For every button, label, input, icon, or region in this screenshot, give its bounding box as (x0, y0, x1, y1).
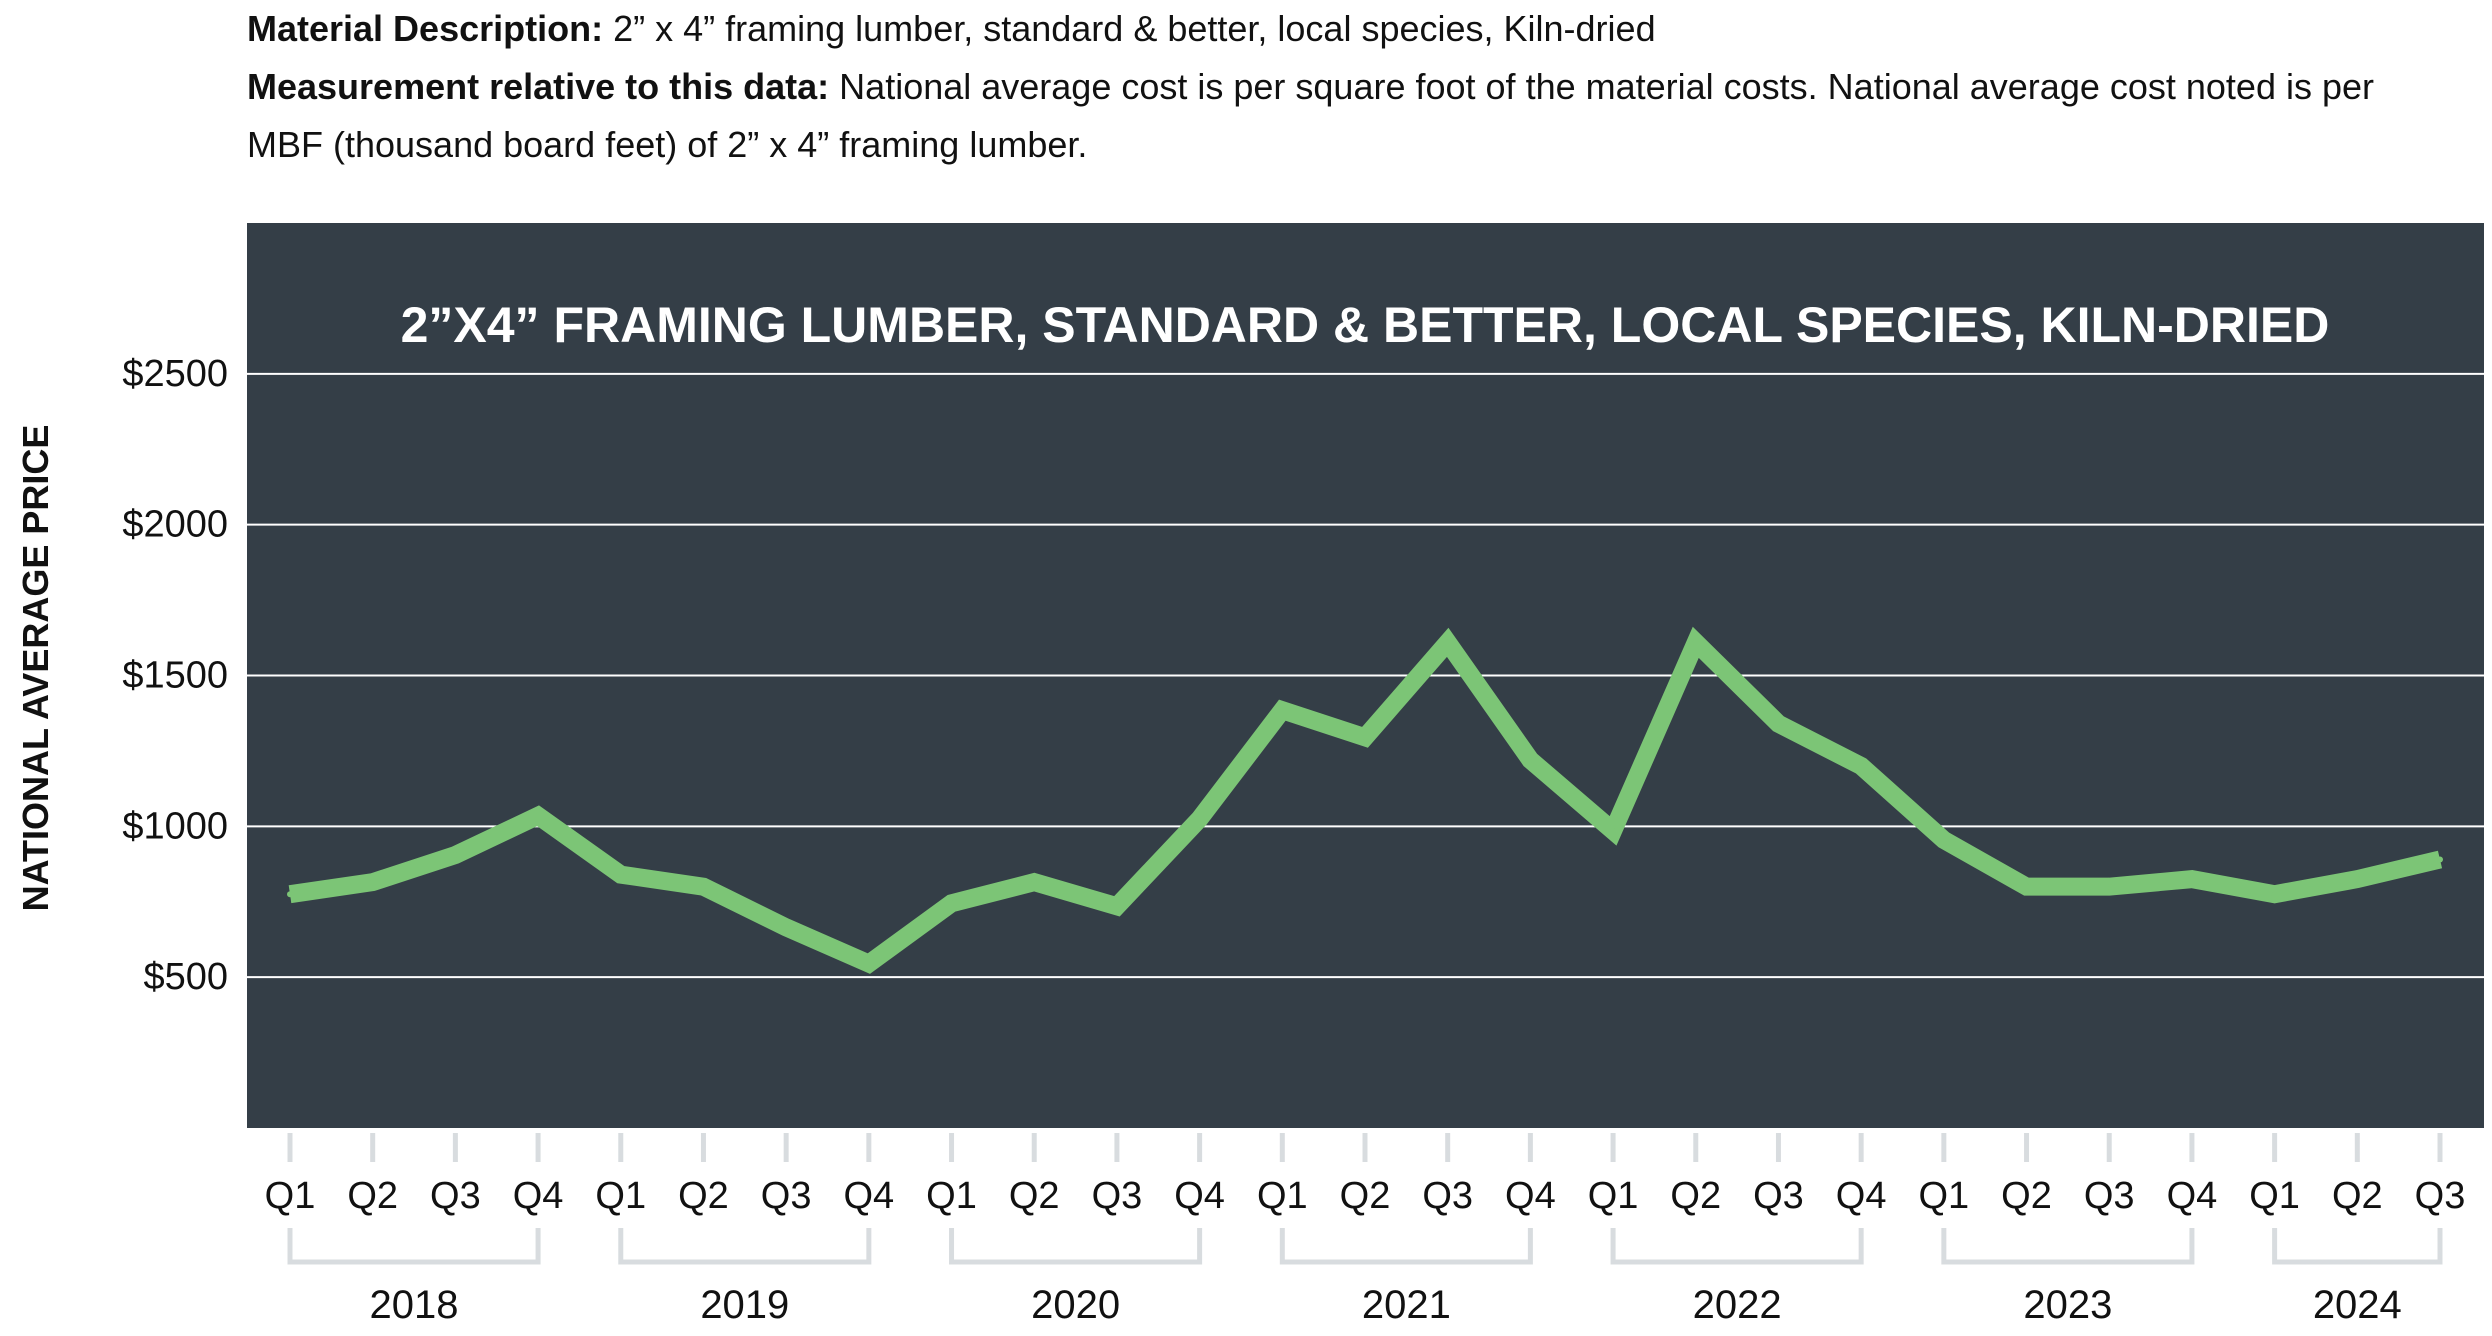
x-tick-label: Q2 (1670, 1175, 1721, 1217)
y-tick-label: $1500 (122, 655, 228, 697)
data-point (535, 812, 542, 819)
data-point (1279, 707, 1286, 714)
y-tick-label: $500 (143, 956, 228, 998)
x-tick-label: Q1 (1257, 1175, 1308, 1217)
x-tick-label: Q1 (926, 1175, 977, 1217)
year-groups: 2018 2019 2020 2021 2022 2023 2024 (287, 1133, 2443, 1327)
year-bracket (1941, 1228, 2195, 1265)
data-point (1196, 815, 1203, 822)
data-point (1775, 720, 1782, 727)
x-tick-label: Q3 (1753, 1175, 1804, 1217)
data-point (865, 960, 872, 967)
x-tick-label: Q4 (843, 1175, 894, 1217)
year-label: 2021 (1362, 1283, 1451, 1327)
material-description-text: 2” x 4” framing lumber, standard & bette… (603, 8, 1656, 49)
y-axis-ticks: $500 $1000 $1500 $2000 $2500 (122, 353, 228, 998)
y-tick-label: $1000 (122, 805, 228, 847)
data-point (1527, 756, 1534, 763)
measurement-label: Measurement relative to this data: (247, 66, 830, 107)
data-point (2354, 876, 2361, 883)
series-line-group (287, 626, 2443, 974)
data-point (1031, 879, 1038, 886)
year-bracket (1610, 1228, 1864, 1265)
data-point (287, 891, 293, 898)
x-tick-label: Q1 (1588, 1175, 1639, 1217)
data-point (2106, 883, 2113, 890)
grid-lines (247, 372, 2484, 979)
x-tick-label: Q3 (2084, 1175, 2135, 1217)
x-tick-label: Q3 (430, 1175, 481, 1217)
year-label: 2022 (1693, 1283, 1782, 1327)
material-description: Material Description: 2” x 4” framing lu… (247, 0, 1656, 58)
y-tick-label: $2500 (122, 353, 228, 395)
x-tick-label: Q2 (678, 1175, 729, 1217)
x-tick-label: Q1 (2249, 1175, 2300, 1217)
year-bracket (287, 1228, 541, 1265)
chart-title: 2”X4” FRAMING LUMBER, STANDARD & BETTER,… (401, 297, 2330, 353)
data-point (1444, 639, 1451, 646)
data-point (1692, 639, 1699, 646)
data-point (1362, 734, 1368, 741)
x-tick-label: Q2 (2001, 1175, 2052, 1217)
data-point (783, 924, 790, 931)
x-tick-label: Q2 (2332, 1175, 2383, 1217)
data-point (1113, 903, 1120, 910)
y-tick-label: $2000 (122, 504, 228, 546)
data-point (369, 879, 376, 886)
x-tick-label: Q1 (1918, 1175, 1969, 1217)
data-point (2023, 883, 2030, 890)
x-tick-label: Q4 (1836, 1175, 1887, 1217)
x-tick-label: Q4 (513, 1175, 564, 1217)
data-point (2437, 856, 2443, 863)
data-point (700, 883, 707, 890)
year-label: 2020 (1031, 1283, 1120, 1327)
measurement-text: National average cost is per square foot… (247, 66, 2375, 165)
year-label: 2024 (2313, 1283, 2402, 1327)
year-label: 2023 (2023, 1283, 2112, 1327)
x-tick-label: Q1 (595, 1175, 646, 1217)
year-bracket (2272, 1228, 2443, 1265)
data-point (452, 851, 459, 858)
year-bracket (1279, 1228, 1533, 1265)
y-axis-label: NATIONAL AVERAGE PRICE (15, 425, 56, 912)
x-tick-label: Q3 (2415, 1175, 2466, 1217)
x-tick-label: Q2 (1340, 1175, 1391, 1217)
material-description-label: Material Description: (247, 8, 604, 49)
data-point (1858, 763, 1865, 769)
year-label: 2019 (700, 1283, 789, 1327)
data-point (617, 871, 624, 878)
x-tick-label: Q3 (1422, 1175, 1473, 1217)
data-point (1610, 827, 1617, 834)
x-tick-label: Q2 (1009, 1175, 1060, 1217)
x-tick-label: Q4 (1174, 1175, 1225, 1217)
measurement-description: Measurement relative to this data: Natio… (247, 58, 2447, 174)
data-point (1940, 836, 1947, 843)
year-bracket (949, 1228, 1203, 1265)
data-point (2188, 876, 2195, 883)
x-tick-label: Q4 (1505, 1175, 1556, 1217)
x-axis-ticks: Q1 Q2 Q3 Q4 Q1 Q2 Q3 Q4 Q1 Q2 Q3 Q4 Q1 Q2 Q3 Q4 Q1 Q2 Q3 Q4… (265, 1175, 2466, 1217)
year-bracket (618, 1228, 872, 1265)
data-point (948, 900, 955, 907)
x-tick-label: Q3 (1092, 1175, 1143, 1217)
x-tick-label: Q1 (265, 1175, 316, 1217)
x-tick-label: Q3 (761, 1175, 812, 1217)
x-tick-label: Q4 (2167, 1175, 2218, 1217)
x-tick-label: Q2 (347, 1175, 398, 1217)
year-label: 2018 (370, 1283, 459, 1327)
data-point (2271, 891, 2278, 898)
